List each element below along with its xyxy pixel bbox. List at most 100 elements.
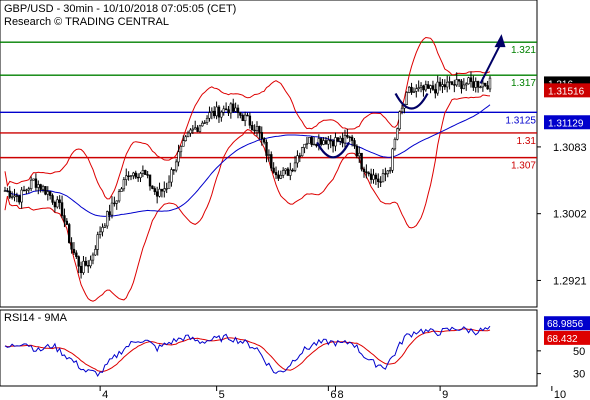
candle-body [203,122,206,124]
candle-body [417,87,420,90]
candle-body [217,106,221,118]
level-label-1: 1.317 [511,78,536,89]
candle-body [139,173,142,178]
candle-body [29,179,33,189]
candle-body [400,107,404,113]
candle-body [87,265,90,267]
candle-body [94,249,97,256]
candle-body [465,83,468,86]
level-label-4: 1.307 [511,161,536,172]
candle-body [327,139,330,145]
candle-body [79,265,83,274]
candle-body [46,191,49,195]
candle-body [448,81,451,83]
candle-body [127,175,130,177]
candle-body [6,190,9,192]
candle-body [167,181,171,189]
rsi-title: RSI14 - 9MA [4,312,68,324]
candle-body [407,86,411,93]
candle-body [281,170,285,176]
candle-body [255,126,259,131]
candle-body [405,92,408,105]
candle-body [177,151,180,163]
candle-body [89,259,92,267]
level-label-0: 1.321 [511,45,536,56]
level-label-2: 1.3125 [505,115,536,126]
target-arrow [479,34,506,84]
price-tick-label-1: 1.3002 [553,209,587,221]
candle-body [75,252,78,257]
candle-body [196,127,199,132]
candle-body [193,127,197,130]
bollinger-lower-line [4,94,491,302]
candle-body [13,195,16,198]
candle-body [15,195,19,197]
candle-body [393,138,397,150]
candle-body [146,174,149,176]
candle-body [82,260,85,274]
candle-body [98,231,102,235]
candle-body [343,135,347,144]
candle-body [324,140,328,145]
rsi-lines [4,325,491,378]
candle-body [303,143,306,148]
candle-body [286,168,290,176]
candle-body [129,175,133,177]
candle-body [208,112,211,119]
candle-body [32,178,35,181]
rsi-tags: 68.9856 68.432 [544,316,590,345]
candle-body [205,117,209,123]
candle-body [386,170,389,175]
candle-body [488,77,492,90]
candle-body [22,189,26,192]
candle-body [279,175,282,179]
candle-body [153,188,156,193]
rsi-tag-0: 68.9856 [547,319,584,330]
candle-body [113,202,116,205]
candle-body [67,224,71,243]
candle-body [362,168,366,172]
candle-body [453,84,456,86]
candle-body [39,184,42,190]
candle-body [155,191,159,197]
candle-body [136,176,140,179]
candle-body [384,173,387,175]
candle-body [44,186,47,195]
candle-body [213,110,216,117]
candle-body [312,143,316,146]
candle-body [151,185,154,189]
candle-body [182,140,185,147]
pattern-cup-0 [316,141,351,159]
candle-body [132,172,135,176]
candle-body [472,81,475,88]
candle-body [469,77,473,82]
candle-body [243,114,247,122]
candle-body [348,136,351,139]
candle-body [334,137,337,147]
candle-body [179,146,183,153]
rsi-axis: 50 30 [537,346,585,381]
candle-body [358,152,361,157]
candle-body [341,137,344,144]
candle-body [479,86,482,88]
target-arrow-head [494,34,506,48]
candle-body [160,188,164,192]
candle-body [284,168,287,171]
rsi-line [4,325,491,378]
candle-body [270,154,273,169]
candle-body [422,85,425,91]
candle-body [305,142,309,145]
price-tag-box-2 [544,115,590,130]
moving-average [4,104,491,217]
candle-body [3,190,7,192]
candle-body [262,138,266,143]
time-tick-label-3: 8 [338,389,344,400]
candle-body [248,115,252,126]
candle-body [165,188,168,190]
bollinger-bands [4,36,491,302]
rsi-tag-1: 68.432 [547,334,578,345]
candle-body [308,137,311,144]
candle-body [434,89,437,94]
